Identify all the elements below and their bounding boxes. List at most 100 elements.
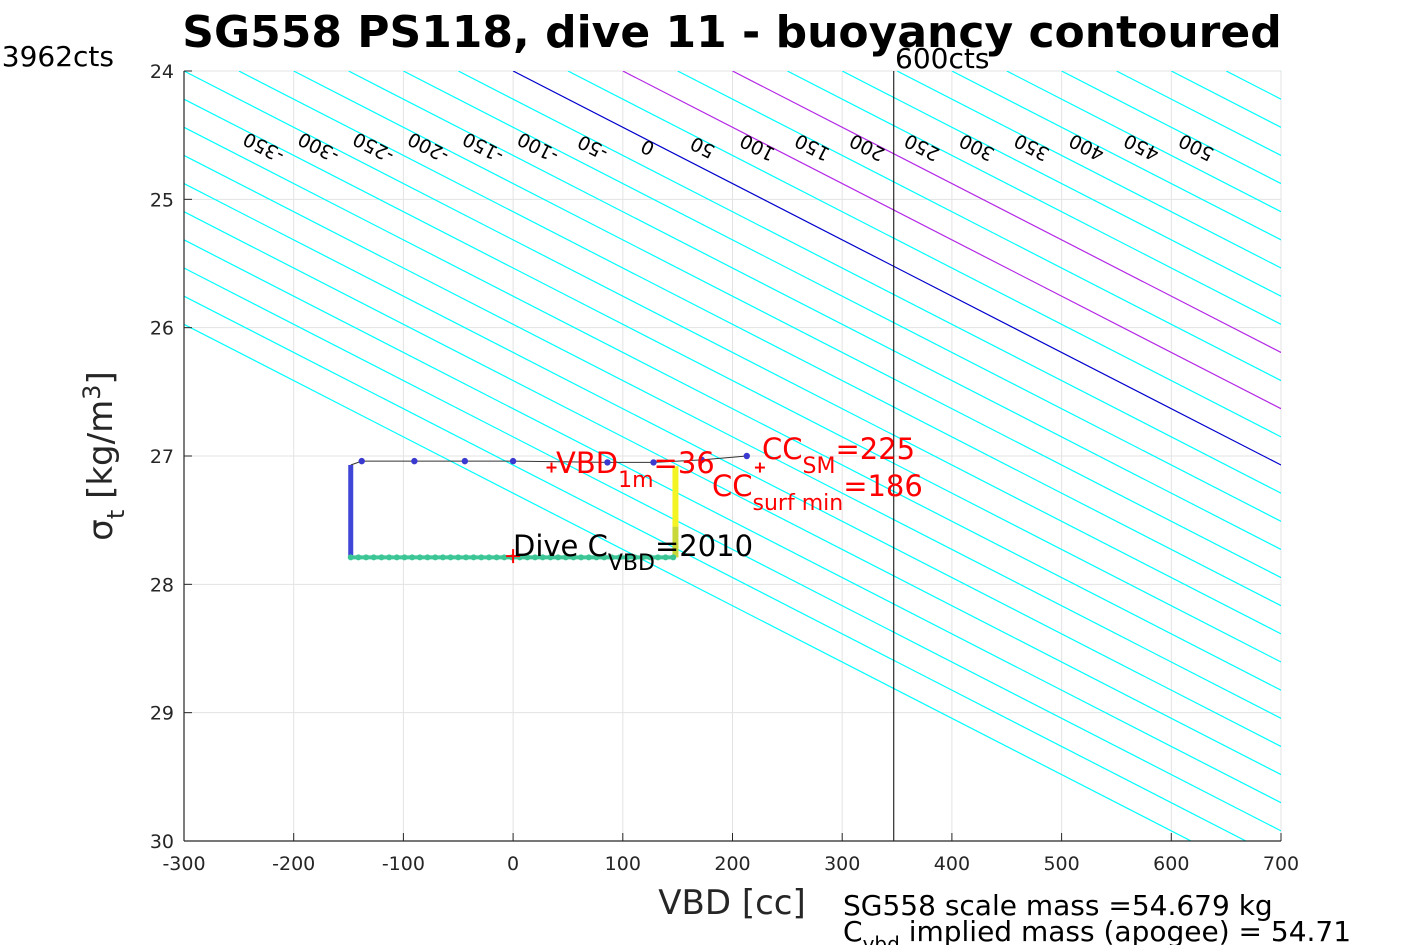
contour-line	[184, 154, 1281, 719]
contour-line	[184, 323, 1192, 841]
y-axis-label: σt [kg/m3]	[78, 371, 130, 540]
y-tick-label: 24	[150, 61, 174, 83]
bottom-track-dot	[439, 554, 446, 561]
contour-line	[403, 71, 1281, 522]
bottom-track-dot	[524, 554, 531, 561]
bottom-track-dot	[401, 554, 408, 561]
bottom-track-dot	[363, 554, 370, 561]
bottom-track-dot	[493, 554, 500, 561]
implied-mass-rest: implied mass (apogee) = 54.71	[900, 915, 1351, 945]
y-tick-label: 28	[150, 574, 174, 596]
contour-line	[184, 71, 1281, 635]
cc-sm-sub: SM	[803, 454, 836, 479]
y-tick-label: 26	[150, 318, 174, 340]
bottom-track-dot	[539, 554, 546, 561]
y-label-close: ]	[81, 371, 121, 384]
bottom-track-dot	[370, 554, 377, 561]
bottom-track-dot	[424, 554, 431, 561]
y-tick-label: 30	[150, 831, 174, 853]
contour-line	[1280, 71, 1281, 72]
dive-track	[347, 452, 750, 561]
x-tick-label: 300	[824, 853, 860, 875]
cc-surf-annotation: CCsurf min=186	[712, 469, 923, 516]
vbd-1m-annotation: VBD1m=36	[556, 446, 715, 493]
y-label-sub: t	[102, 510, 130, 519]
x-tick-label: 700	[1263, 853, 1299, 875]
contour-line	[951, 71, 1281, 241]
bottom-track-dot	[432, 554, 439, 561]
x-tick-label: 200	[714, 853, 750, 875]
contour-line	[184, 267, 1281, 832]
ticks: -300 -200 -100 0 100 200 300 400 500 600 700 24 25 26…	[150, 61, 1299, 875]
descent-dot	[461, 457, 469, 465]
bottom-track-dot	[662, 554, 669, 561]
x-tick-label: 400	[934, 853, 970, 875]
implied-mass-c: C	[843, 915, 863, 945]
vbd-1m-sub: 1m	[618, 468, 653, 493]
descent-dot	[411, 457, 418, 465]
contour-line	[1006, 71, 1281, 213]
bottom-track-dot	[631, 554, 638, 561]
bottom-track-dot	[393, 554, 400, 561]
descent-dot	[743, 452, 750, 460]
contour-line	[512, 71, 1281, 466]
contour-line	[1336, 71, 1417, 841]
left-cts-label: 3962cts	[2, 40, 114, 73]
bottom-track-dot	[347, 554, 354, 561]
y-tick-label: 27	[150, 446, 174, 468]
bottom-track-dot	[647, 554, 654, 561]
markers	[506, 462, 765, 564]
chart-title: SG558 PS118, dive 11 - buoyancy contoure…	[182, 7, 1281, 58]
y-label-sup: 3	[78, 385, 106, 400]
contour-line	[567, 71, 1281, 438]
cc-sm-value: =225	[835, 432, 915, 466]
bottom-track-dot	[386, 554, 393, 561]
x-tick-label: 500	[1043, 853, 1079, 875]
cc-surf-main: CC	[712, 469, 753, 503]
descent-dot	[358, 457, 365, 465]
bottom-track-dot	[562, 554, 569, 561]
cc-surf-value: =186	[843, 469, 923, 503]
bottom-track-dot	[501, 554, 508, 561]
contour-line	[457, 71, 1281, 494]
descent-dot	[650, 459, 657, 466]
bottom-track-dot	[355, 554, 362, 561]
contour-line	[184, 182, 1281, 748]
x-tick-label: -200	[272, 853, 315, 875]
contour-line	[184, 126, 1281, 691]
contour-line	[622, 71, 1281, 410]
descent-dot	[698, 456, 705, 464]
contour-line	[293, 71, 1281, 579]
contour-line	[1391, 71, 1417, 841]
descent-dot	[604, 459, 611, 466]
bottom-track-dot	[409, 554, 416, 561]
descent-dot	[509, 457, 517, 465]
x-axis-label: VBD [cc]	[658, 883, 806, 923]
y-label-sigma: σ	[81, 519, 121, 541]
bottom-track-dot	[639, 554, 646, 561]
cc-surf-sub: surf min	[753, 491, 844, 516]
contour-line	[787, 71, 1281, 325]
contour-line	[184, 211, 1281, 776]
dive-cvbd-sub: VBD	[608, 551, 655, 576]
y-tick-label: 29	[150, 703, 174, 725]
contour-line	[238, 71, 1281, 607]
bottom-track-dot	[601, 554, 608, 561]
x-tick-label: -100	[382, 853, 425, 875]
contour-line	[896, 71, 1281, 269]
cc-sm-annotation: CCSM=225	[762, 432, 915, 479]
bottom-track-dot	[547, 554, 554, 561]
x-tick-label: 0	[507, 853, 519, 875]
implied-mass-text: Cvbd implied mass (apogee) = 54.71	[843, 915, 1351, 945]
x-tick-label: -300	[162, 853, 205, 875]
bottom-track-dot	[478, 554, 485, 561]
bottom-track-dot	[570, 554, 577, 561]
contour-line	[184, 239, 1281, 804]
bottom-track-dot	[378, 554, 385, 561]
vbd-1m-value: =36	[654, 446, 715, 480]
vline-cts-label: 600cts	[895, 42, 989, 75]
contour-line	[732, 71, 1281, 354]
y-tick-label: 25	[150, 189, 174, 211]
x-tick-label: 600	[1153, 853, 1189, 875]
